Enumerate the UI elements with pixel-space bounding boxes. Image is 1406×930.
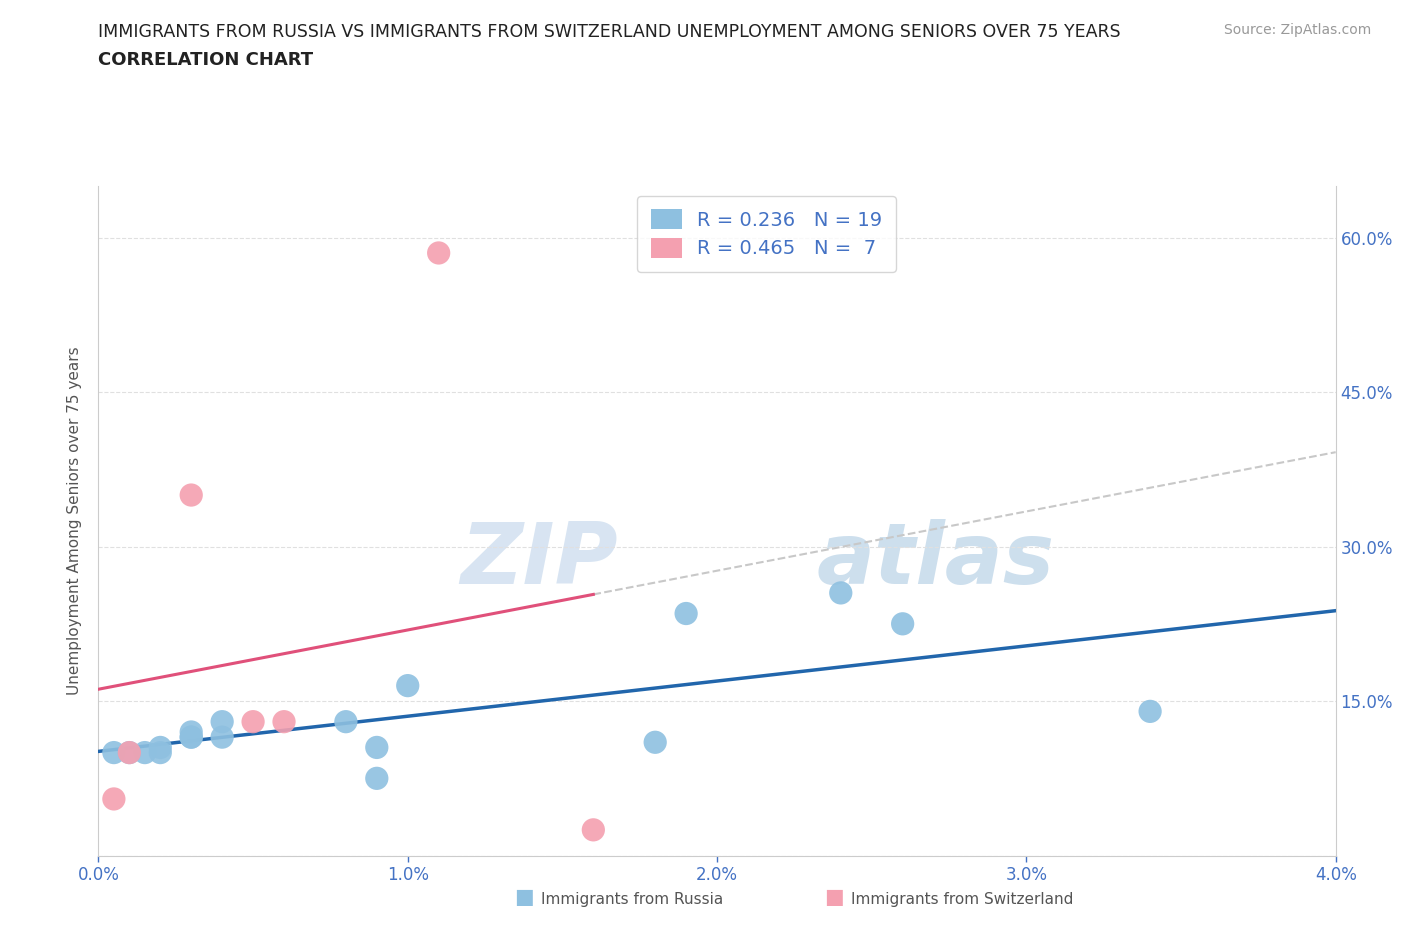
Point [211,714,233,729]
Point [149,745,172,760]
Y-axis label: Unemployment Among Seniors over 75 years: Unemployment Among Seniors over 75 years [67,347,83,695]
Point [180,730,202,745]
Point [211,730,233,745]
Point [180,724,202,739]
Point [582,822,605,837]
Point [180,487,202,502]
Point [118,745,141,760]
Point [103,745,125,760]
Text: Source: ZipAtlas.com: Source: ZipAtlas.com [1223,23,1371,37]
Point [180,730,202,745]
Text: atlas: atlas [815,520,1054,603]
Point [366,740,388,755]
Point [891,617,914,631]
Point [396,678,419,693]
Point [149,740,172,755]
Text: IMMIGRANTS FROM RUSSIA VS IMMIGRANTS FROM SWITZERLAND UNEMPLOYMENT AMONG SENIORS: IMMIGRANTS FROM RUSSIA VS IMMIGRANTS FRO… [98,23,1121,41]
Point [103,791,125,806]
Text: CORRELATION CHART: CORRELATION CHART [98,51,314,69]
Point [335,714,357,729]
Text: ■: ■ [824,886,844,907]
Point [366,771,388,786]
Point [427,246,450,260]
Point [134,745,156,760]
Point [675,606,697,621]
Point [242,714,264,729]
Text: Immigrants from Switzerland: Immigrants from Switzerland [851,892,1073,907]
Text: Immigrants from Russia: Immigrants from Russia [541,892,724,907]
Point [644,735,666,750]
Legend: R = 0.236   N = 19, R = 0.465   N =  7: R = 0.236 N = 19, R = 0.465 N = 7 [637,195,896,272]
Point [1139,704,1161,719]
Text: ZIP: ZIP [460,520,619,603]
Point [830,586,852,601]
Text: ■: ■ [515,886,534,907]
Point [118,745,141,760]
Point [273,714,295,729]
